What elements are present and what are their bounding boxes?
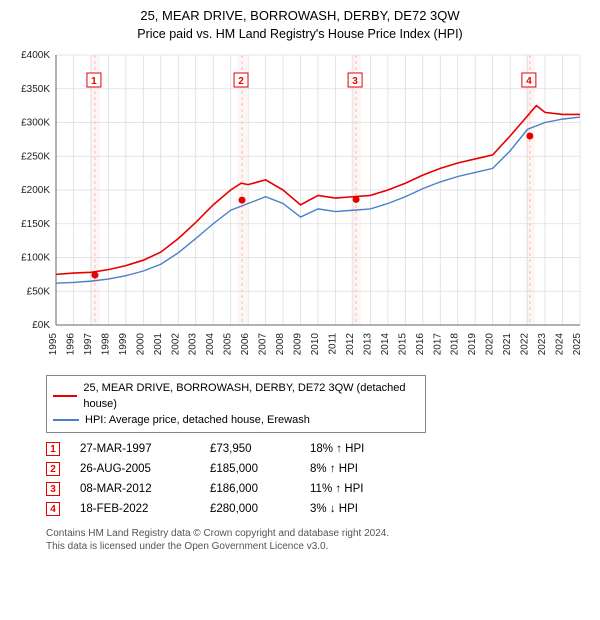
svg-text:2010: 2010 bbox=[310, 333, 321, 356]
sales-table: 1 27-MAR-1997£73,95018% ↑ HPI 2 26-AUG-2005… bbox=[46, 439, 590, 519]
sale-number-box: 1 bbox=[46, 442, 60, 456]
svg-text:1997: 1997 bbox=[83, 333, 94, 356]
svg-text:2019: 2019 bbox=[467, 333, 478, 356]
svg-text:2023: 2023 bbox=[537, 333, 548, 356]
sale-price: £73,950 bbox=[210, 443, 310, 455]
svg-text:£350K: £350K bbox=[21, 84, 50, 95]
svg-text:2016: 2016 bbox=[415, 333, 426, 356]
svg-text:£50K: £50K bbox=[27, 286, 51, 297]
sale-price: £280,000 bbox=[210, 503, 310, 515]
svg-text:2004: 2004 bbox=[205, 333, 216, 356]
svg-text:2017: 2017 bbox=[432, 333, 443, 356]
svg-text:2018: 2018 bbox=[450, 333, 461, 356]
legend-item: HPI: Average price, detached house, Erew… bbox=[53, 412, 419, 428]
sale-number-box: 3 bbox=[46, 482, 60, 496]
svg-text:2020: 2020 bbox=[485, 333, 496, 356]
footer-attribution: Contains HM Land Registry data © Crown c… bbox=[46, 527, 590, 553]
svg-text:2002: 2002 bbox=[170, 333, 181, 356]
svg-text:2025: 2025 bbox=[572, 333, 583, 356]
svg-text:£100K: £100K bbox=[21, 253, 50, 264]
footer-line: Contains HM Land Registry data © Crown c… bbox=[46, 527, 590, 540]
svg-text:£250K: £250K bbox=[21, 151, 50, 162]
svg-text:2021: 2021 bbox=[502, 333, 513, 356]
svg-text:2024: 2024 bbox=[555, 333, 566, 356]
svg-text:2022: 2022 bbox=[520, 333, 531, 356]
legend-label: HPI: Average price, detached house, Erew… bbox=[85, 412, 310, 428]
svg-text:2001: 2001 bbox=[153, 333, 164, 356]
svg-text:2011: 2011 bbox=[327, 333, 338, 355]
svg-text:2015: 2015 bbox=[397, 333, 408, 356]
chart-area: £0K £50K £100K £150K £200K £250K £300K £350K £40… bbox=[10, 49, 590, 369]
svg-text:2006: 2006 bbox=[240, 333, 251, 356]
sale-row: 1 27-MAR-1997£73,95018% ↑ HPI bbox=[46, 439, 590, 459]
sale-price: £185,000 bbox=[210, 463, 310, 475]
svg-text:2009: 2009 bbox=[293, 333, 304, 356]
sale-row: 2 26-AUG-2005£185,0008% ↑ HPI bbox=[46, 459, 590, 479]
svg-text:2013: 2013 bbox=[362, 333, 373, 356]
svg-text:£300K: £300K bbox=[21, 118, 50, 129]
svg-text:2007: 2007 bbox=[258, 333, 269, 356]
sale-date: 08-MAR-2012 bbox=[80, 483, 210, 495]
legend-item: 25, MEAR DRIVE, BORROWASH, DERBY, DE72 3… bbox=[53, 380, 419, 412]
svg-text:1995: 1995 bbox=[48, 333, 59, 356]
svg-text:2003: 2003 bbox=[188, 333, 199, 356]
svg-text:£400K: £400K bbox=[21, 50, 50, 61]
svg-text:2: 2 bbox=[238, 76, 244, 87]
sale-hpi-stat: 8% ↑ HPI bbox=[310, 463, 358, 475]
sale-date: 26-AUG-2005 bbox=[80, 463, 210, 475]
svg-text:£200K: £200K bbox=[21, 185, 50, 196]
sale-hpi-stat: 18% ↑ HPI bbox=[310, 443, 364, 455]
svg-text:£150K: £150K bbox=[21, 219, 50, 230]
line-chart: £0K £50K £100K £150K £200K £250K £300K £350K £40… bbox=[10, 49, 590, 369]
svg-text:2012: 2012 bbox=[345, 333, 356, 356]
sale-price: £186,000 bbox=[210, 483, 310, 495]
svg-text:2008: 2008 bbox=[275, 333, 286, 356]
sale-row: 3 08-MAR-2012£186,00011% ↑ HPI bbox=[46, 479, 590, 499]
svg-text:2014: 2014 bbox=[380, 333, 391, 356]
footer-line: This data is licensed under the Open Gov… bbox=[46, 540, 590, 553]
sale-number-box: 4 bbox=[46, 502, 60, 516]
sale-row: 4 18-FEB-2022£280,0003% ↓ HPI bbox=[46, 499, 590, 519]
svg-text:4: 4 bbox=[526, 76, 532, 87]
sale-number-box: 2 bbox=[46, 462, 60, 476]
sale-hpi-stat: 11% ↑ HPI bbox=[310, 483, 363, 495]
svg-text:3: 3 bbox=[352, 76, 358, 87]
chart-subtitle: Price paid vs. HM Land Registry's House … bbox=[10, 27, 590, 41]
svg-text:2000: 2000 bbox=[135, 333, 146, 356]
legend-swatch bbox=[53, 395, 77, 397]
chart-title: 25, MEAR DRIVE, BORROWASH, DERBY, DE72 3… bbox=[10, 8, 590, 23]
sale-date: 27-MAR-1997 bbox=[80, 443, 210, 455]
svg-text:£0K: £0K bbox=[32, 320, 50, 331]
legend: 25, MEAR DRIVE, BORROWASH, DERBY, DE72 3… bbox=[46, 375, 426, 433]
legend-label: 25, MEAR DRIVE, BORROWASH, DERBY, DE72 3… bbox=[83, 380, 419, 412]
svg-text:2005: 2005 bbox=[223, 333, 234, 356]
legend-swatch bbox=[53, 419, 79, 421]
sale-hpi-stat: 3% ↓ HPI bbox=[310, 503, 358, 515]
sale-date: 18-FEB-2022 bbox=[80, 503, 210, 515]
chart-document: 25, MEAR DRIVE, BORROWASH, DERBY, DE72 3… bbox=[0, 0, 600, 559]
svg-text:1: 1 bbox=[91, 76, 97, 87]
svg-text:1996: 1996 bbox=[65, 333, 76, 356]
svg-text:1998: 1998 bbox=[100, 333, 111, 356]
svg-text:1999: 1999 bbox=[118, 333, 129, 356]
